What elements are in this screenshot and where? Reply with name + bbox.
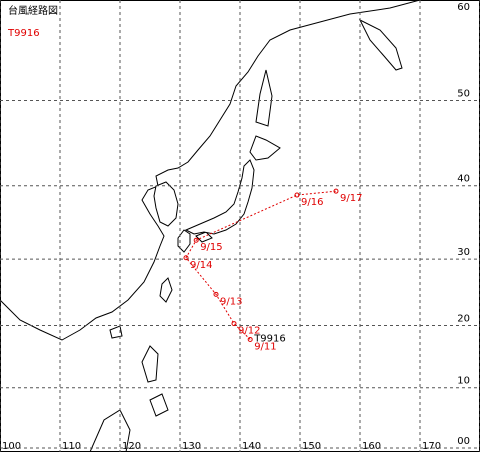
lon-label: 160 <box>362 441 381 452</box>
track-point <box>231 321 237 327</box>
track-point <box>213 291 219 297</box>
lat-label: 20 <box>457 313 470 324</box>
mindanao <box>149 393 169 417</box>
sakhalin <box>255 69 273 127</box>
lon-label: 140 <box>242 441 261 452</box>
lon-label: 110 <box>62 441 81 452</box>
lat-label: 30 <box>457 247 470 258</box>
date-label: 9/12 <box>238 326 260 337</box>
track-point <box>294 192 300 198</box>
date-label: 9/14 <box>190 260 212 271</box>
kamchatka <box>358 18 403 71</box>
date-label: 9/11 <box>254 341 276 352</box>
lon-label: 150 <box>302 441 321 452</box>
date-label: 9/15 <box>200 242 222 253</box>
lon-label: 170 <box>422 441 441 452</box>
track-point <box>333 188 339 194</box>
date-label: 9/17 <box>340 193 362 204</box>
track-point <box>183 255 189 261</box>
taiwan <box>159 277 173 303</box>
lat-label: 50 <box>457 89 470 100</box>
lat-label: 60 <box>457 2 470 13</box>
luzon <box>141 345 159 383</box>
lon-label: 100 <box>2 441 21 452</box>
kyushu <box>177 229 191 253</box>
lon-label: 120 <box>122 441 141 452</box>
lat-label: 10 <box>457 376 470 387</box>
date-label: 9/13 <box>220 296 242 307</box>
hokkaido <box>249 135 281 161</box>
track-point <box>247 336 253 342</box>
honshu <box>184 159 255 235</box>
hainan <box>109 325 123 339</box>
lon-label: 130 <box>182 441 201 452</box>
lat-label: 00 <box>457 436 470 447</box>
map-title: 台風経路図 <box>8 4 58 17</box>
lat-label: 40 <box>457 174 470 185</box>
track-line <box>185 190 337 340</box>
track-name: T9916 <box>253 333 286 344</box>
track-point <box>193 237 199 243</box>
date-label: 9/16 <box>301 197 323 208</box>
storm-id: T9916 <box>7 28 40 39</box>
